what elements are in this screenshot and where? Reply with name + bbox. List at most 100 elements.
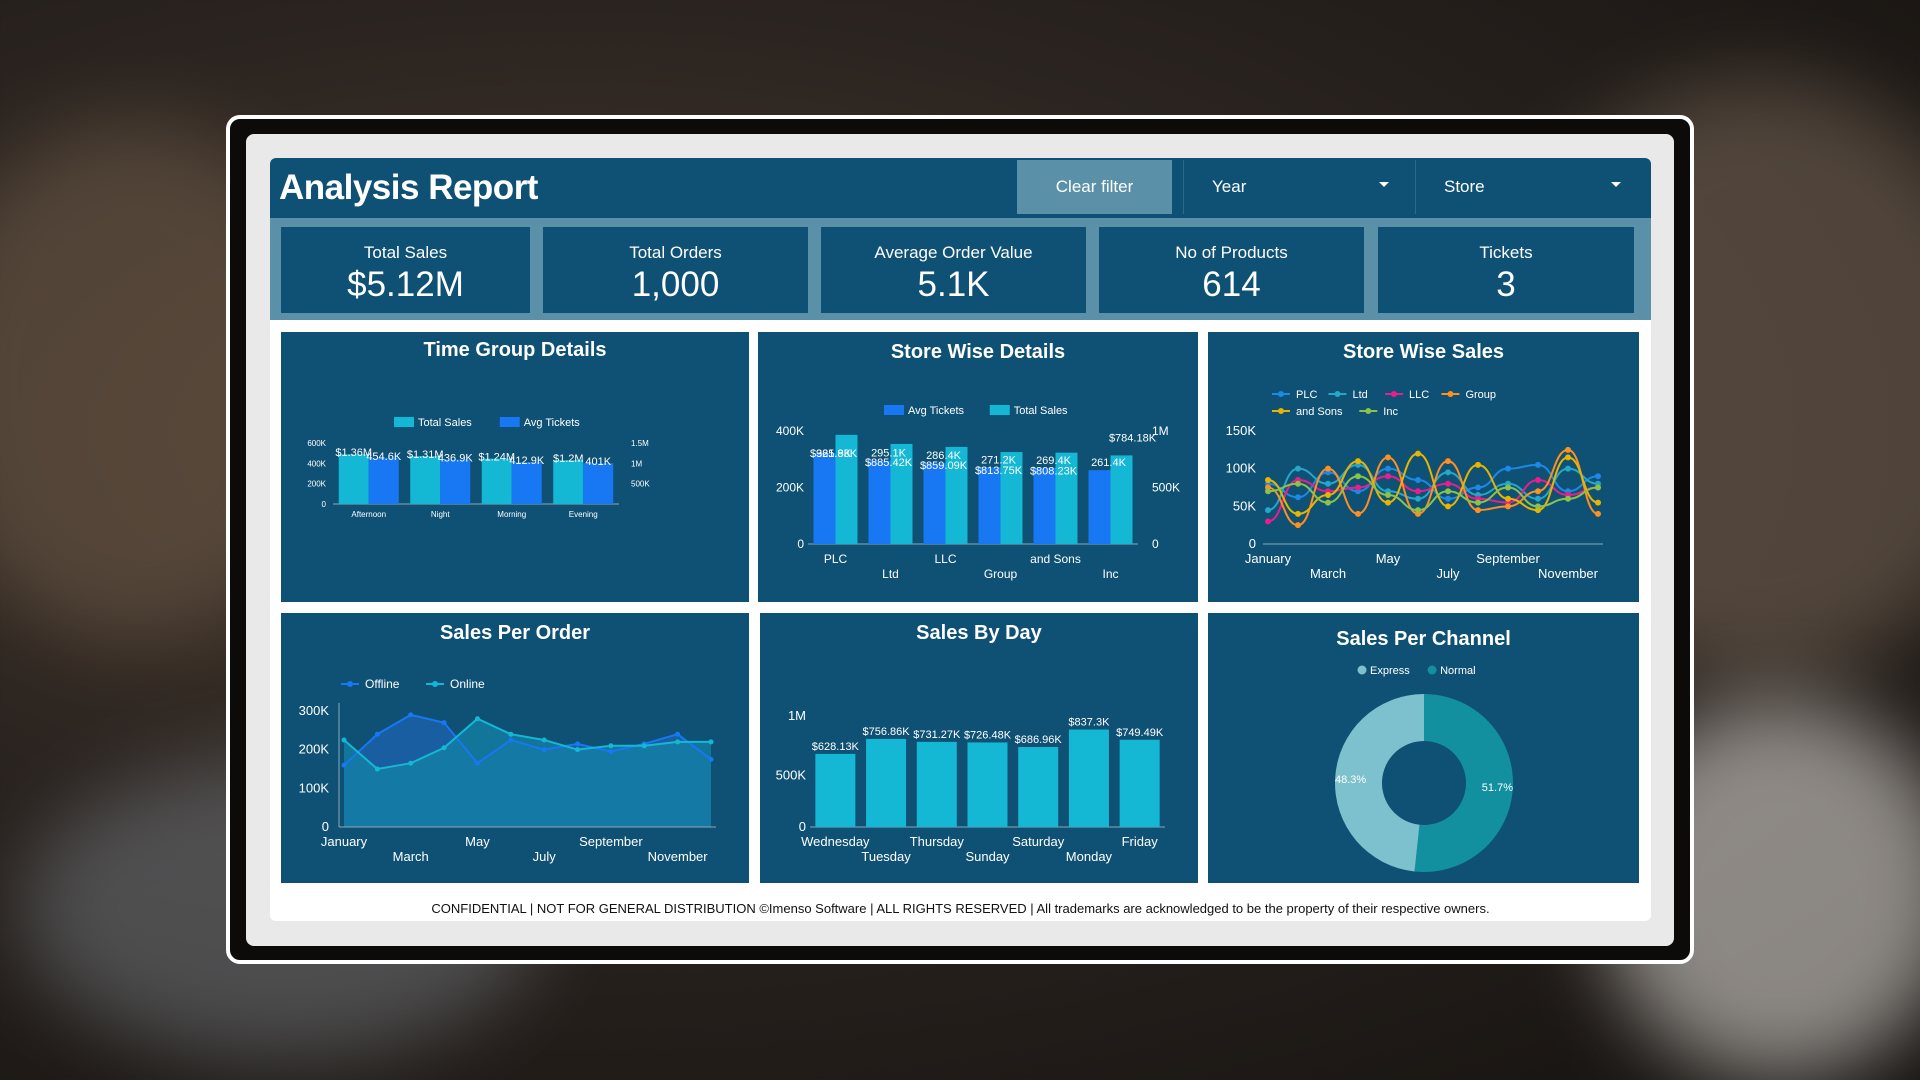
y-tick-label: 400K	[307, 459, 326, 468]
data-point	[1265, 476, 1271, 483]
data-point	[1445, 458, 1451, 465]
chart-title: Time Group Details	[423, 339, 607, 361]
legend-swatch	[432, 681, 439, 687]
y-tick-label: 500K	[776, 768, 807, 783]
x-tick-label: PLC	[824, 552, 848, 566]
kpi-label: Total Orders	[629, 243, 722, 262]
legend-swatch	[347, 681, 353, 687]
data-point	[374, 766, 380, 772]
chart-title: Store Wise Sales	[1342, 341, 1504, 363]
x-tick-label: Ltd	[882, 567, 899, 581]
data-point	[608, 743, 614, 749]
chevron-down-icon	[1379, 182, 1389, 187]
y-tick-label: 600K	[307, 439, 326, 448]
y-tick-label: 0	[797, 537, 804, 551]
legend-swatch	[1357, 665, 1367, 675]
data-point	[1595, 510, 1601, 517]
kpi-average-order-value: Average Order Value 5.1K	[821, 227, 1086, 313]
legend-swatch	[1427, 665, 1437, 675]
y2-tick-label: 1M	[631, 459, 642, 468]
data-point	[1565, 454, 1571, 461]
data-label: $1.2M	[553, 453, 584, 465]
sales-by-day-chart: 0 500K 1M $628.13K Wednesday $756.86K Tuesday $…	[776, 708, 1165, 864]
data-label: $1.24M	[478, 452, 515, 464]
x-tick-label: Night	[431, 510, 450, 519]
y-tick-label: 150K	[1226, 423, 1257, 438]
chart-title: Sales Per Order	[439, 622, 591, 644]
legend-label: Online	[450, 677, 485, 691]
data-point	[1535, 503, 1541, 510]
data-point	[341, 737, 347, 743]
bar-sales	[1068, 729, 1109, 827]
legend-swatch	[499, 417, 520, 427]
y2-tick-label: 500K	[1152, 481, 1180, 495]
y2-tick-label: 1M	[1152, 424, 1169, 438]
store-dropdown-label: Store	[1444, 177, 1485, 196]
legend-swatch	[1390, 391, 1397, 397]
store-wise-details-card: Store Wise Details Avg Tickets Total Sale…	[758, 332, 1198, 602]
legend-swatch	[1334, 391, 1341, 397]
data-point	[641, 743, 647, 749]
data-point	[1385, 492, 1391, 499]
data-point	[1475, 461, 1481, 468]
data-point	[1325, 480, 1331, 487]
bar-avg-tickets	[1033, 467, 1056, 544]
legend-swatch	[884, 405, 904, 415]
data-point	[1325, 492, 1331, 499]
bar-avg-tickets	[368, 457, 399, 504]
data-point	[1445, 488, 1451, 495]
legend-label: and Sons	[1296, 406, 1343, 418]
data-label: 286.4K	[926, 450, 962, 462]
bar-total-sales	[945, 446, 968, 544]
x-tick-label: Sunday	[965, 849, 1010, 864]
data-point	[1475, 484, 1481, 491]
legend-label: Normal	[1440, 665, 1475, 677]
bar-avg-tickets	[583, 463, 614, 504]
data-point	[1385, 499, 1391, 506]
data-point	[441, 745, 447, 751]
y2-tick-label: 500K	[631, 480, 650, 489]
legend-label: Avg Tickets	[908, 405, 965, 417]
data-point	[1505, 503, 1511, 510]
chart-title: Sales Per Channel	[1336, 628, 1511, 650]
y-tick-label: 200K	[776, 481, 804, 495]
data-point	[1355, 484, 1361, 491]
data-point	[1385, 465, 1391, 472]
report: Analysis Report Clear filter Year Store …	[270, 158, 1651, 921]
kpi-no-of-products: No of Products 614	[1099, 227, 1364, 313]
report-header: Analysis Report Clear filter Year Store	[270, 158, 1651, 218]
bar-avg-tickets	[868, 460, 891, 544]
series-line	[1267, 475, 1599, 512]
year-dropdown-label: Year	[1212, 177, 1247, 196]
data-point	[1295, 510, 1301, 517]
data-label: 271.2K	[981, 454, 1017, 466]
x-tick-label: Saturday	[1012, 834, 1065, 849]
x-tick-label: July	[1436, 566, 1460, 581]
data-point	[1355, 458, 1361, 465]
bar-total-sales	[890, 443, 913, 544]
x-tick-label: November	[648, 849, 709, 864]
data-label: 401K	[585, 456, 611, 468]
x-tick-label: September	[579, 834, 643, 849]
kpi-value: 5.1K	[917, 265, 990, 304]
x-tick-label: Friday	[1122, 834, 1159, 849]
legend-label: Total Sales	[1014, 405, 1068, 417]
data-point	[1535, 461, 1541, 468]
y2-tick-label: 0	[1152, 537, 1159, 551]
clear-filter-button[interactable]: Clear filter	[1017, 160, 1172, 214]
data-point	[474, 716, 480, 722]
data-label: 436.9K	[438, 453, 474, 465]
chart-title: Store Wise Details	[890, 341, 1066, 363]
data-point	[1355, 510, 1361, 517]
bar-sales	[1018, 747, 1059, 827]
x-tick-label: Monday	[1066, 849, 1113, 864]
data-point	[1505, 465, 1511, 472]
store-dropdown[interactable]: Store	[1415, 160, 1643, 214]
bar-avg-tickets	[923, 463, 946, 544]
legend-label: Express	[1370, 665, 1410, 677]
data-point	[1445, 495, 1451, 502]
y-tick-label: 1M	[788, 708, 806, 723]
year-dropdown[interactable]: Year	[1183, 160, 1411, 214]
data-point	[608, 749, 614, 755]
bar-total-sales	[1110, 455, 1133, 544]
